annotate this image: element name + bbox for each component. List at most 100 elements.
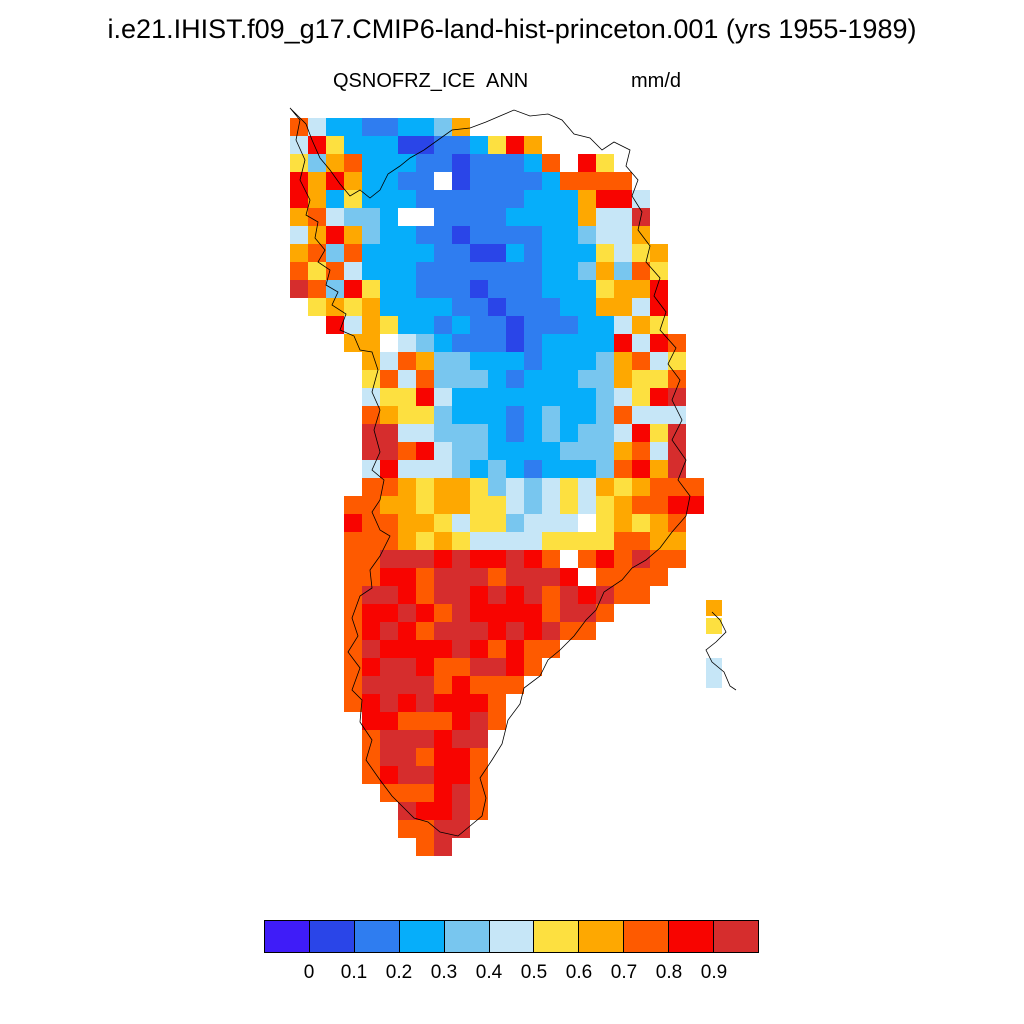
grid-cell bbox=[470, 226, 488, 244]
grid-cell bbox=[308, 226, 326, 244]
grid-cell bbox=[524, 478, 542, 496]
grid-cell bbox=[380, 658, 398, 676]
grid-cell bbox=[416, 514, 434, 532]
grid-cell bbox=[488, 586, 506, 604]
grid-cell bbox=[362, 352, 380, 370]
grid-cell bbox=[524, 622, 542, 640]
grid-cell bbox=[524, 226, 542, 244]
grid-cell bbox=[380, 640, 398, 658]
grid-cell bbox=[416, 586, 434, 604]
grid-cell bbox=[452, 388, 470, 406]
grid-cell bbox=[470, 460, 488, 478]
grid-cell bbox=[650, 334, 668, 352]
grid-cell bbox=[416, 298, 434, 316]
grid-cell bbox=[398, 766, 416, 784]
grid-cell bbox=[398, 622, 416, 640]
grid-cell bbox=[434, 280, 452, 298]
grid-cell bbox=[488, 370, 506, 388]
colorbar-label: 0.6 bbox=[565, 962, 593, 983]
grid-cell bbox=[470, 190, 488, 208]
grid-cell bbox=[452, 172, 470, 190]
grid-cell bbox=[668, 550, 686, 568]
grid-cell bbox=[452, 730, 470, 748]
grid-cell bbox=[398, 658, 416, 676]
grid-cell bbox=[434, 784, 452, 802]
grid-cell bbox=[452, 784, 470, 802]
colorbar-swatch bbox=[444, 921, 490, 952]
grid-cell bbox=[362, 334, 380, 352]
grid-cell bbox=[344, 640, 362, 658]
grid-cell bbox=[416, 136, 434, 154]
grid-cell bbox=[380, 370, 398, 388]
grid-cell bbox=[578, 388, 596, 406]
grid-cell bbox=[506, 172, 524, 190]
grid-cell bbox=[596, 406, 614, 424]
grid-cell bbox=[488, 550, 506, 568]
grid-cell bbox=[326, 154, 344, 172]
grid-cell bbox=[668, 532, 686, 550]
grid-cell bbox=[596, 460, 614, 478]
grid-cell bbox=[452, 244, 470, 262]
grid-cell bbox=[470, 640, 488, 658]
grid-cell bbox=[506, 316, 524, 334]
grid-cell bbox=[380, 172, 398, 190]
grid-cell bbox=[632, 406, 650, 424]
grid-cell bbox=[650, 298, 668, 316]
grid-cell bbox=[578, 604, 596, 622]
grid-cell bbox=[470, 658, 488, 676]
grid-cell bbox=[380, 766, 398, 784]
grid-cell bbox=[650, 406, 668, 424]
grid-cell bbox=[524, 316, 542, 334]
grid-cell bbox=[416, 118, 434, 136]
grid-cell bbox=[614, 532, 632, 550]
grid-cell bbox=[506, 460, 524, 478]
grid-cell bbox=[506, 604, 524, 622]
grid-cell bbox=[452, 676, 470, 694]
grid-cell bbox=[380, 604, 398, 622]
grid-cell bbox=[398, 784, 416, 802]
grid-cell bbox=[344, 334, 362, 352]
grid-cell bbox=[416, 622, 434, 640]
grid-cell bbox=[578, 280, 596, 298]
grid-cell bbox=[416, 532, 434, 550]
grid-cell bbox=[488, 694, 506, 712]
grid-cell bbox=[578, 208, 596, 226]
grid-cell bbox=[416, 838, 434, 856]
grid-cell bbox=[380, 388, 398, 406]
grid-cell bbox=[524, 640, 542, 658]
grid-cell bbox=[596, 298, 614, 316]
grid-cell bbox=[416, 730, 434, 748]
grid-cell bbox=[434, 586, 452, 604]
colorbar-label: 0 bbox=[303, 962, 315, 983]
grid-cell bbox=[524, 658, 542, 676]
grid-cell bbox=[560, 496, 578, 514]
grid-cell bbox=[506, 514, 524, 532]
grid-cell bbox=[290, 262, 308, 280]
grid-cell bbox=[344, 316, 362, 334]
grid-cell bbox=[560, 208, 578, 226]
grid-cell bbox=[344, 586, 362, 604]
grid-cell bbox=[488, 388, 506, 406]
grid-cell bbox=[452, 712, 470, 730]
grid-cell bbox=[380, 406, 398, 424]
colorbar-label: 0.1 bbox=[340, 962, 368, 983]
grid-cell bbox=[362, 316, 380, 334]
grid-cell bbox=[434, 424, 452, 442]
grid-cell bbox=[290, 172, 308, 190]
grid-cell bbox=[506, 370, 524, 388]
grid-cell bbox=[452, 496, 470, 514]
grid-cell bbox=[506, 568, 524, 586]
grid-cell bbox=[578, 406, 596, 424]
grid-cell bbox=[416, 280, 434, 298]
grid-cell bbox=[434, 370, 452, 388]
grid-cell bbox=[542, 586, 560, 604]
grid-cell bbox=[614, 298, 632, 316]
grid-cell bbox=[650, 442, 668, 460]
colorbar-label: 0.3 bbox=[430, 962, 458, 983]
grid-cell bbox=[488, 460, 506, 478]
grid-cell bbox=[560, 262, 578, 280]
grid-cell bbox=[434, 532, 452, 550]
grid-cell bbox=[344, 262, 362, 280]
grid-cell bbox=[362, 712, 380, 730]
grid-cell bbox=[506, 244, 524, 262]
